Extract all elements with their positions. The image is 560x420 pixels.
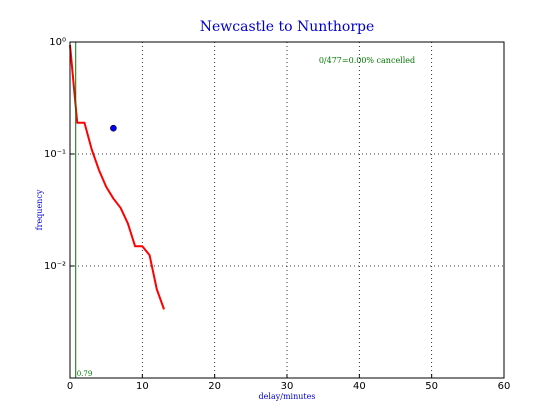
x-tick-label: 10 [136, 381, 149, 392]
frame [69, 41, 505, 379]
y-tick-label: 10⁻² [44, 261, 66, 272]
annotation: 0/477=0.00% cancelled [319, 56, 415, 65]
data-line [69, 44, 165, 310]
x-tick-label: 20 [208, 381, 221, 392]
x-tick-label: 60 [498, 381, 511, 392]
x-tick-label: 40 [353, 381, 366, 392]
y-tick-label: 10⁻¹ [44, 149, 66, 160]
y-axis-label: frequency [35, 189, 44, 230]
x-tick-label: 30 [281, 381, 294, 392]
point [110, 124, 117, 132]
chart-title: Newcastle to Nunthorpe [200, 19, 375, 35]
x-tick-label: 50 [425, 381, 438, 392]
x-axis-label: delay/minutes [259, 392, 316, 401]
x-tick-label: 0 [67, 381, 73, 392]
y-tick-label: 10⁰ [49, 37, 66, 48]
reference-label: 0.79 [77, 370, 93, 378]
